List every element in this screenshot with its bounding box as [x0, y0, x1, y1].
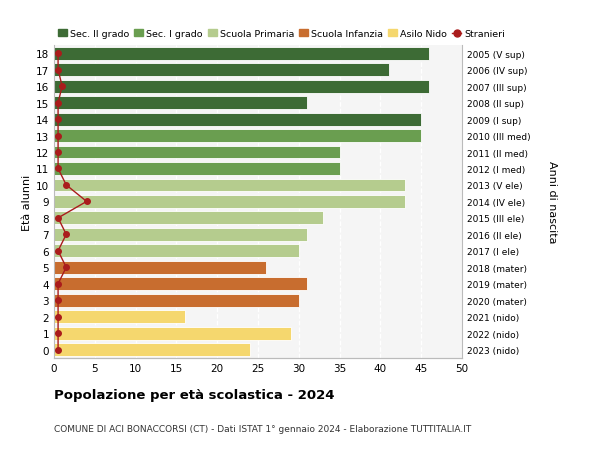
Bar [54, 229, 307, 241]
Text: Popolazione per età scolastica - 2024: Popolazione per età scolastica - 2024 [54, 388, 335, 401]
Bar [54, 278, 307, 291]
Bar [54, 113, 421, 126]
Bar [54, 245, 299, 257]
Bar [54, 64, 389, 77]
Bar [54, 146, 340, 159]
Bar [54, 81, 430, 93]
Y-axis label: Età alunni: Età alunni [22, 174, 32, 230]
Bar [54, 311, 185, 323]
Bar [54, 179, 405, 192]
Bar [54, 212, 323, 225]
Legend: Sec. II grado, Sec. I grado, Scuola Primaria, Scuola Infanzia, Asilo Nido, Stran: Sec. II grado, Sec. I grado, Scuola Prim… [54, 26, 509, 43]
Bar [54, 48, 430, 61]
Bar [54, 343, 250, 356]
Bar [54, 196, 405, 208]
Bar [54, 294, 299, 307]
Bar [54, 261, 266, 274]
Bar [54, 97, 307, 110]
Y-axis label: Anni di nascita: Anni di nascita [547, 161, 557, 243]
Text: COMUNE DI ACI BONACCORSI (CT) - Dati ISTAT 1° gennaio 2024 - Elaborazione TUTTIT: COMUNE DI ACI BONACCORSI (CT) - Dati IST… [54, 425, 471, 434]
Bar [54, 162, 340, 175]
Bar [54, 327, 290, 340]
Bar [54, 130, 421, 143]
